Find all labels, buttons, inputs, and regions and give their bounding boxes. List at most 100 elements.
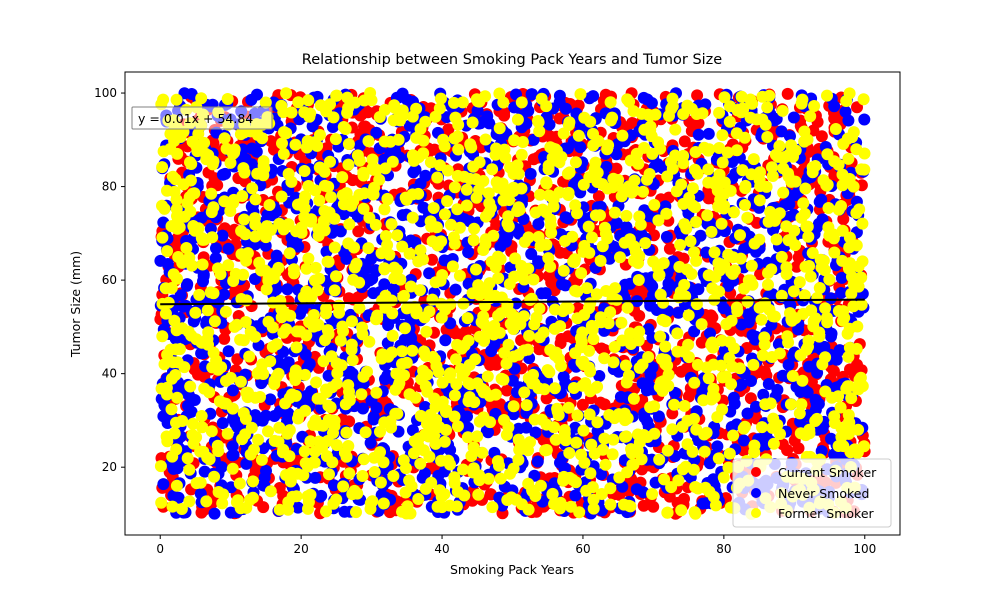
point-former-smoker [588, 447, 601, 460]
point-former-smoker [522, 444, 534, 457]
point-never-smoked [750, 400, 762, 413]
point-former-smoker [563, 447, 576, 459]
point-former-smoker [607, 433, 620, 446]
point-former-smoker [604, 482, 617, 495]
point-former-smoker [489, 148, 502, 161]
point-former-smoker [391, 229, 404, 242]
point-former-smoker [688, 412, 700, 425]
point-former-smoker [801, 133, 814, 146]
point-never-smoked [259, 409, 272, 422]
point-former-smoker [159, 307, 172, 320]
point-former-smoker [598, 432, 611, 445]
point-never-smoked [379, 373, 391, 386]
point-former-smoker [836, 179, 849, 192]
point-never-smoked [662, 277, 675, 290]
point-former-smoker [257, 169, 270, 182]
point-former-smoker [583, 408, 596, 421]
point-former-smoker [500, 428, 513, 441]
point-never-smoked [593, 370, 606, 382]
point-former-smoker [585, 231, 598, 244]
point-former-smoker [548, 421, 561, 434]
point-former-smoker [320, 450, 333, 463]
point-former-smoker [305, 291, 317, 304]
point-former-smoker [507, 167, 520, 180]
point-former-smoker [507, 400, 520, 413]
point-former-smoker [252, 433, 264, 446]
point-former-smoker [723, 447, 736, 460]
point-former-smoker [532, 382, 545, 395]
point-former-smoker [578, 456, 591, 469]
point-never-smoked [226, 449, 239, 462]
point-former-smoker [766, 351, 778, 363]
point-former-smoker [559, 235, 571, 247]
point-never-smoked [270, 249, 283, 262]
point-former-smoker [528, 413, 541, 426]
point-never-smoked [338, 505, 351, 518]
point-never-smoked [587, 90, 600, 103]
point-former-smoker [577, 178, 590, 191]
point-former-smoker [330, 377, 343, 390]
point-former-smoker [690, 254, 703, 267]
point-former-smoker [722, 248, 735, 261]
point-former-smoker [689, 163, 701, 176]
point-former-smoker [483, 277, 496, 290]
point-former-smoker [289, 364, 302, 377]
point-never-smoked [825, 432, 837, 445]
point-never-smoked [556, 278, 568, 291]
point-former-smoker [195, 232, 208, 244]
point-former-smoker [410, 131, 423, 144]
point-former-smoker [728, 342, 740, 355]
point-former-smoker [537, 326, 550, 339]
point-former-smoker [170, 324, 183, 337]
point-former-smoker [193, 288, 206, 301]
point-never-smoked [644, 299, 657, 312]
point-former-smoker [543, 366, 556, 379]
point-former-smoker [390, 367, 403, 380]
points-layer [154, 87, 871, 520]
point-former-smoker [187, 437, 200, 450]
point-former-smoker [233, 477, 246, 490]
point-former-smoker [695, 318, 708, 331]
point-former-smoker [340, 187, 353, 200]
point-former-smoker [207, 201, 220, 214]
point-former-smoker [653, 453, 666, 466]
point-former-smoker [406, 211, 419, 224]
point-former-smoker [388, 272, 401, 285]
point-former-smoker [283, 247, 296, 260]
point-former-smoker [424, 156, 437, 169]
point-former-smoker [280, 127, 293, 140]
point-former-smoker [737, 103, 750, 116]
point-former-smoker [482, 187, 495, 200]
point-former-smoker [328, 284, 341, 297]
point-former-smoker [446, 260, 459, 273]
chart-title: Relationship between Smoking Pack Years … [302, 52, 723, 68]
point-never-smoked [636, 377, 649, 390]
point-former-smoker [608, 412, 621, 425]
point-never-smoked [742, 308, 755, 321]
point-former-smoker [470, 263, 482, 276]
point-former-smoker [561, 167, 574, 180]
point-former-smoker [738, 282, 751, 295]
point-former-smoker [285, 388, 298, 401]
point-former-smoker [713, 106, 726, 119]
point-former-smoker [813, 326, 826, 339]
point-former-smoker [822, 202, 835, 214]
point-former-smoker [357, 202, 370, 215]
point-never-smoked [216, 417, 229, 430]
point-former-smoker [312, 435, 325, 448]
point-former-smoker [399, 486, 412, 499]
point-former-smoker [504, 317, 517, 330]
point-former-smoker [649, 108, 662, 121]
point-former-smoker [207, 155, 220, 168]
point-never-smoked [610, 148, 623, 161]
point-former-smoker [707, 382, 720, 395]
point-never-smoked [367, 411, 380, 423]
point-former-smoker [409, 391, 422, 404]
point-former-smoker [454, 363, 467, 375]
point-never-smoked [249, 273, 261, 285]
point-former-smoker [358, 94, 371, 107]
point-former-smoker [266, 340, 279, 353]
point-former-smoker [280, 87, 293, 100]
point-former-smoker [249, 193, 262, 206]
point-former-smoker [292, 412, 304, 425]
